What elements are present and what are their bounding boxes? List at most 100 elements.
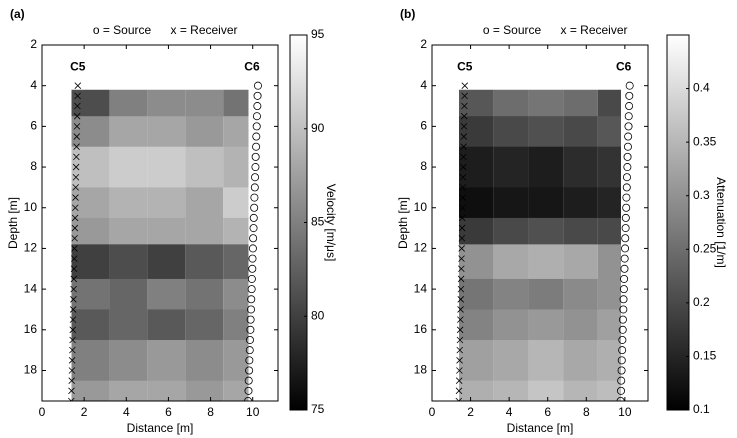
heatmap-cell [528,89,564,117]
source-marker [250,183,259,192]
heatmap-cell [493,217,529,245]
receiver-marker [458,245,465,252]
heatmap-cell [493,89,529,117]
source-marker [245,335,254,344]
y-tick-label: 6 [420,119,427,133]
receiver-marker [455,377,463,384]
receiver-marker [68,387,75,395]
colorbar-tick-label: 80 [311,308,325,322]
heatmap-cell [459,309,494,341]
heatmap-cell [563,217,598,245]
heatmap-cell [109,339,148,382]
receiver-marker [456,326,464,334]
receiver-marker [71,224,79,232]
receiver-marker [71,234,78,242]
receiver-marker [455,387,463,395]
y-tick-label: 14 [24,281,38,295]
source-marker [622,183,631,192]
receiver-marker [72,173,80,181]
receiver-marker [458,214,466,222]
heatmap-cell [528,116,564,148]
heatmap-cell [223,116,249,148]
receiver-marker [460,123,468,130]
y-tick-label: 16 [414,322,428,336]
heatmap-cell [109,309,148,341]
y-tick-label: 8 [420,159,427,173]
heatmap-cell [597,380,621,401]
source-marker [618,325,627,334]
source-marker [250,193,259,202]
heatmap-cell [185,244,224,280]
x-tick-label: 6 [544,405,551,419]
receiver-marker [457,306,464,313]
heatmap-cell [597,116,621,148]
receiver-marker [73,143,80,150]
source-marker [252,112,261,121]
receiver-marker [73,133,81,140]
x-tick-label: 8 [207,405,214,419]
x-tick-label: 4 [506,405,513,419]
source-marker [251,173,260,182]
heatmap-cell [459,339,494,382]
y-tick-label: 2 [30,37,37,51]
source-marker [622,203,631,212]
heatmap-cell [563,380,598,401]
heatmap-cell [493,339,529,382]
heatmap-cell [493,187,529,219]
heatmap-cell [147,146,186,188]
heatmap-cell [563,146,598,188]
y-tick-label: 2 [420,37,427,51]
receiver-marker [461,102,468,110]
heatmap-cell [563,89,598,117]
receiver-marker [457,285,465,293]
source-marker [621,234,630,243]
heatmap-cell [185,217,224,245]
heatmap-cell [71,309,110,341]
heatmap-cell [71,217,110,245]
receiver-marker [72,184,79,191]
receiver-marker [73,153,80,161]
colorbar-label: Velocity [m/μs] [324,184,338,262]
heatmap-cell [147,278,186,310]
heatmap-cell [147,380,186,401]
source-marker [252,122,261,131]
heatmap-cell [109,217,148,245]
colorbar-tick-label: 0.25 [693,241,717,255]
panel-label: (b) [400,7,415,21]
receiver-marker [460,133,468,140]
source-marker [621,224,630,233]
source-marker [253,81,262,90]
plot-area [432,45,648,401]
heatmap-cell [493,146,529,188]
heatmap-cell [223,309,249,341]
heatmap-cell [528,380,564,401]
receiver-marker [68,357,76,364]
source-marker [619,305,628,314]
heatmap-cell [597,244,621,280]
receiver-marker [459,204,466,212]
source-marker [246,315,255,324]
source-marker [623,142,632,151]
receiver-marker [68,377,75,384]
heatmap-cell [71,89,110,117]
heatmap-cell [71,244,110,280]
heatmap-cell [185,146,224,188]
heatmap-cell [223,380,249,401]
heatmap-cell [109,244,148,280]
heatmap-cell [185,309,224,341]
colorbar [666,34,690,411]
heatmap-cell [597,89,621,117]
heatmap-cell [493,116,529,148]
x-tick-label: 4 [123,405,130,419]
receiver-marker [461,92,468,100]
heatmap-cell [71,278,110,310]
plot-area [42,45,278,401]
source-marker [252,132,261,141]
colorbar-tick-label: 0.4 [693,81,710,95]
receiver-marker [459,163,467,171]
source-marker [251,163,260,172]
colorbar-tick-label: 0.3 [693,188,710,202]
receiver-marker [69,326,77,334]
source-marker [617,356,626,365]
heatmap-cell [459,217,494,245]
